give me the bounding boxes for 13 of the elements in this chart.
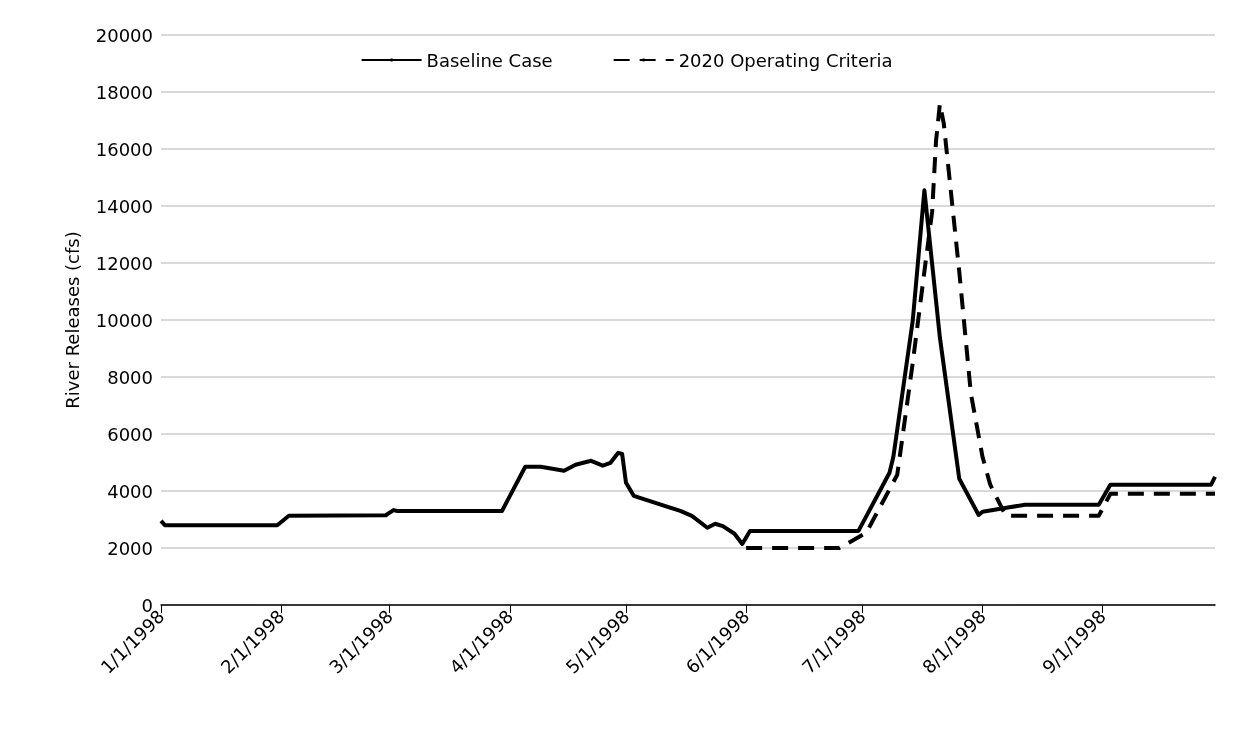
y-tick-label: 8000 bbox=[107, 366, 153, 388]
y-tick-label: 16000 bbox=[95, 138, 153, 160]
y-tick-label: 2000 bbox=[107, 537, 153, 559]
y-axis-title: River Releases (cfs) bbox=[61, 231, 83, 409]
y-tick-label: 12000 bbox=[95, 252, 153, 274]
y-tick-label: 6000 bbox=[107, 423, 153, 445]
y-tick-label: 18000 bbox=[95, 81, 153, 103]
y-tick-label: 14000 bbox=[95, 195, 153, 217]
legend-label: Baseline Case bbox=[426, 49, 553, 71]
y-tick-label: 4000 bbox=[107, 480, 153, 502]
legend-label: 2020 Operating Criteria bbox=[678, 49, 893, 71]
y-tick-label: 20000 bbox=[95, 24, 153, 46]
y-tick-label: 10000 bbox=[95, 309, 153, 331]
